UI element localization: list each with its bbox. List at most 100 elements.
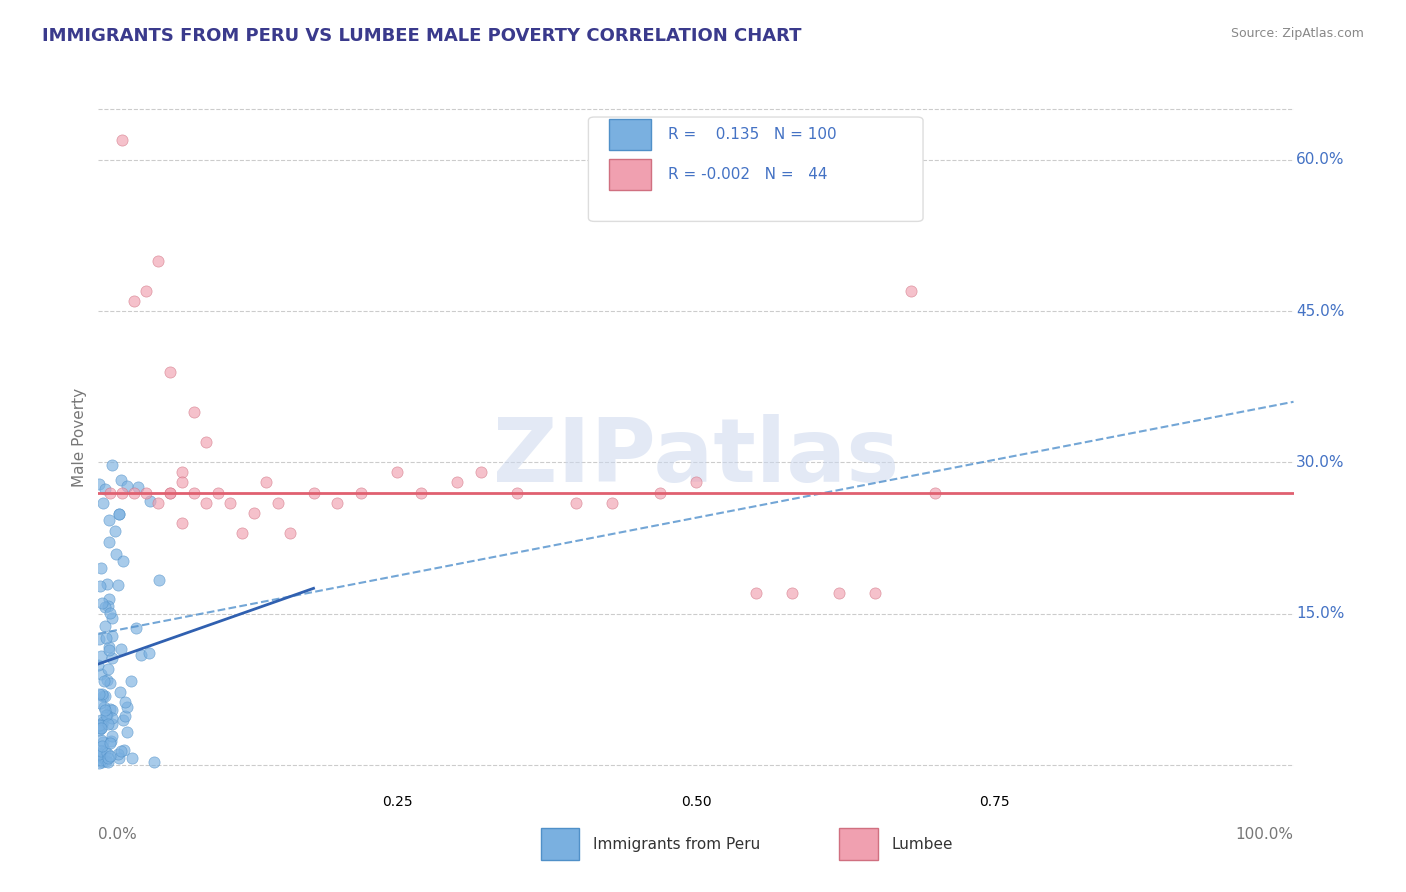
Point bbox=[98, 606, 121, 620]
Point bbox=[98, 748, 121, 763]
Point bbox=[111, 713, 134, 727]
Point bbox=[602, 495, 624, 509]
Text: R =    0.135   N = 100: R = 0.135 N = 100 bbox=[668, 127, 837, 142]
Point bbox=[90, 756, 112, 770]
Point bbox=[97, 756, 120, 770]
Point bbox=[114, 695, 136, 709]
Point bbox=[98, 701, 121, 715]
Point bbox=[94, 483, 117, 497]
Point bbox=[135, 485, 157, 500]
Point bbox=[506, 485, 529, 500]
Point bbox=[924, 485, 946, 500]
Point bbox=[90, 732, 112, 747]
Point bbox=[107, 747, 129, 761]
Point bbox=[124, 485, 146, 500]
FancyBboxPatch shape bbox=[589, 117, 922, 221]
Text: 15.0%: 15.0% bbox=[1296, 606, 1344, 621]
Point bbox=[98, 485, 122, 500]
Point bbox=[94, 703, 117, 717]
Point bbox=[111, 133, 134, 147]
Point bbox=[120, 673, 142, 688]
Point bbox=[183, 405, 205, 419]
Point bbox=[107, 508, 129, 522]
Point bbox=[90, 721, 112, 735]
Text: Lumbee: Lumbee bbox=[891, 837, 953, 852]
Text: Source: ZipAtlas.com: Source: ZipAtlas.com bbox=[1230, 27, 1364, 40]
Point bbox=[745, 586, 768, 600]
Point bbox=[89, 477, 111, 491]
Point bbox=[90, 648, 112, 663]
Text: 45.0%: 45.0% bbox=[1296, 303, 1344, 318]
Point bbox=[159, 365, 181, 379]
Point bbox=[117, 725, 139, 739]
Point bbox=[124, 293, 146, 308]
Point bbox=[96, 754, 118, 768]
Point bbox=[90, 717, 112, 731]
Point bbox=[96, 746, 118, 760]
Point bbox=[111, 554, 134, 568]
Point bbox=[172, 466, 194, 480]
Point bbox=[91, 739, 114, 753]
Point bbox=[195, 495, 218, 509]
Point bbox=[446, 475, 468, 490]
Point bbox=[94, 619, 117, 633]
Point bbox=[100, 711, 122, 725]
Text: ZIPatlas: ZIPatlas bbox=[494, 415, 898, 501]
Point bbox=[93, 690, 115, 704]
Point bbox=[129, 648, 152, 663]
Point bbox=[139, 493, 162, 508]
Point bbox=[94, 632, 117, 646]
Point bbox=[470, 466, 492, 480]
Point bbox=[90, 596, 112, 610]
Point bbox=[135, 284, 157, 298]
Point bbox=[93, 689, 115, 703]
Point bbox=[90, 687, 112, 701]
Text: 100.0%: 100.0% bbox=[1236, 827, 1294, 842]
Point bbox=[89, 579, 111, 593]
Point bbox=[100, 650, 122, 665]
Point bbox=[89, 687, 111, 701]
Bar bbox=[609, 160, 651, 190]
Point bbox=[350, 485, 373, 500]
Point bbox=[143, 755, 166, 769]
Point bbox=[91, 735, 114, 749]
Point bbox=[100, 734, 122, 748]
Point bbox=[207, 485, 229, 500]
Point bbox=[90, 744, 112, 758]
Point bbox=[148, 495, 170, 509]
Point bbox=[110, 473, 132, 487]
Point bbox=[87, 747, 110, 761]
Point bbox=[96, 673, 118, 687]
Point bbox=[326, 495, 349, 509]
Text: 0.0%: 0.0% bbox=[98, 827, 138, 842]
Text: 60.0%: 60.0% bbox=[1296, 153, 1344, 168]
Point bbox=[87, 721, 110, 735]
Point bbox=[114, 709, 136, 723]
Point bbox=[98, 640, 121, 654]
Point bbox=[101, 611, 124, 625]
Point bbox=[98, 513, 121, 527]
Point bbox=[110, 744, 132, 758]
Point bbox=[148, 574, 170, 588]
Point bbox=[219, 495, 242, 509]
Point bbox=[183, 485, 205, 500]
Point bbox=[94, 600, 117, 615]
Point bbox=[138, 646, 160, 660]
Point bbox=[93, 700, 115, 714]
Point bbox=[110, 642, 132, 657]
Point bbox=[91, 714, 114, 729]
Text: 30.0%: 30.0% bbox=[1296, 455, 1344, 470]
Point bbox=[98, 534, 121, 549]
Point bbox=[97, 662, 120, 676]
Point bbox=[98, 643, 121, 657]
Point bbox=[243, 506, 266, 520]
Point bbox=[103, 524, 125, 539]
Text: IMMIGRANTS FROM PERU VS LUMBEE MALE POVERTY CORRELATION CHART: IMMIGRANTS FROM PERU VS LUMBEE MALE POVE… bbox=[42, 27, 801, 45]
Point bbox=[648, 485, 672, 500]
Point bbox=[115, 699, 138, 714]
Point bbox=[101, 717, 124, 731]
Point bbox=[105, 547, 128, 561]
Point bbox=[108, 684, 131, 698]
Point bbox=[111, 485, 134, 500]
Point bbox=[267, 495, 290, 509]
